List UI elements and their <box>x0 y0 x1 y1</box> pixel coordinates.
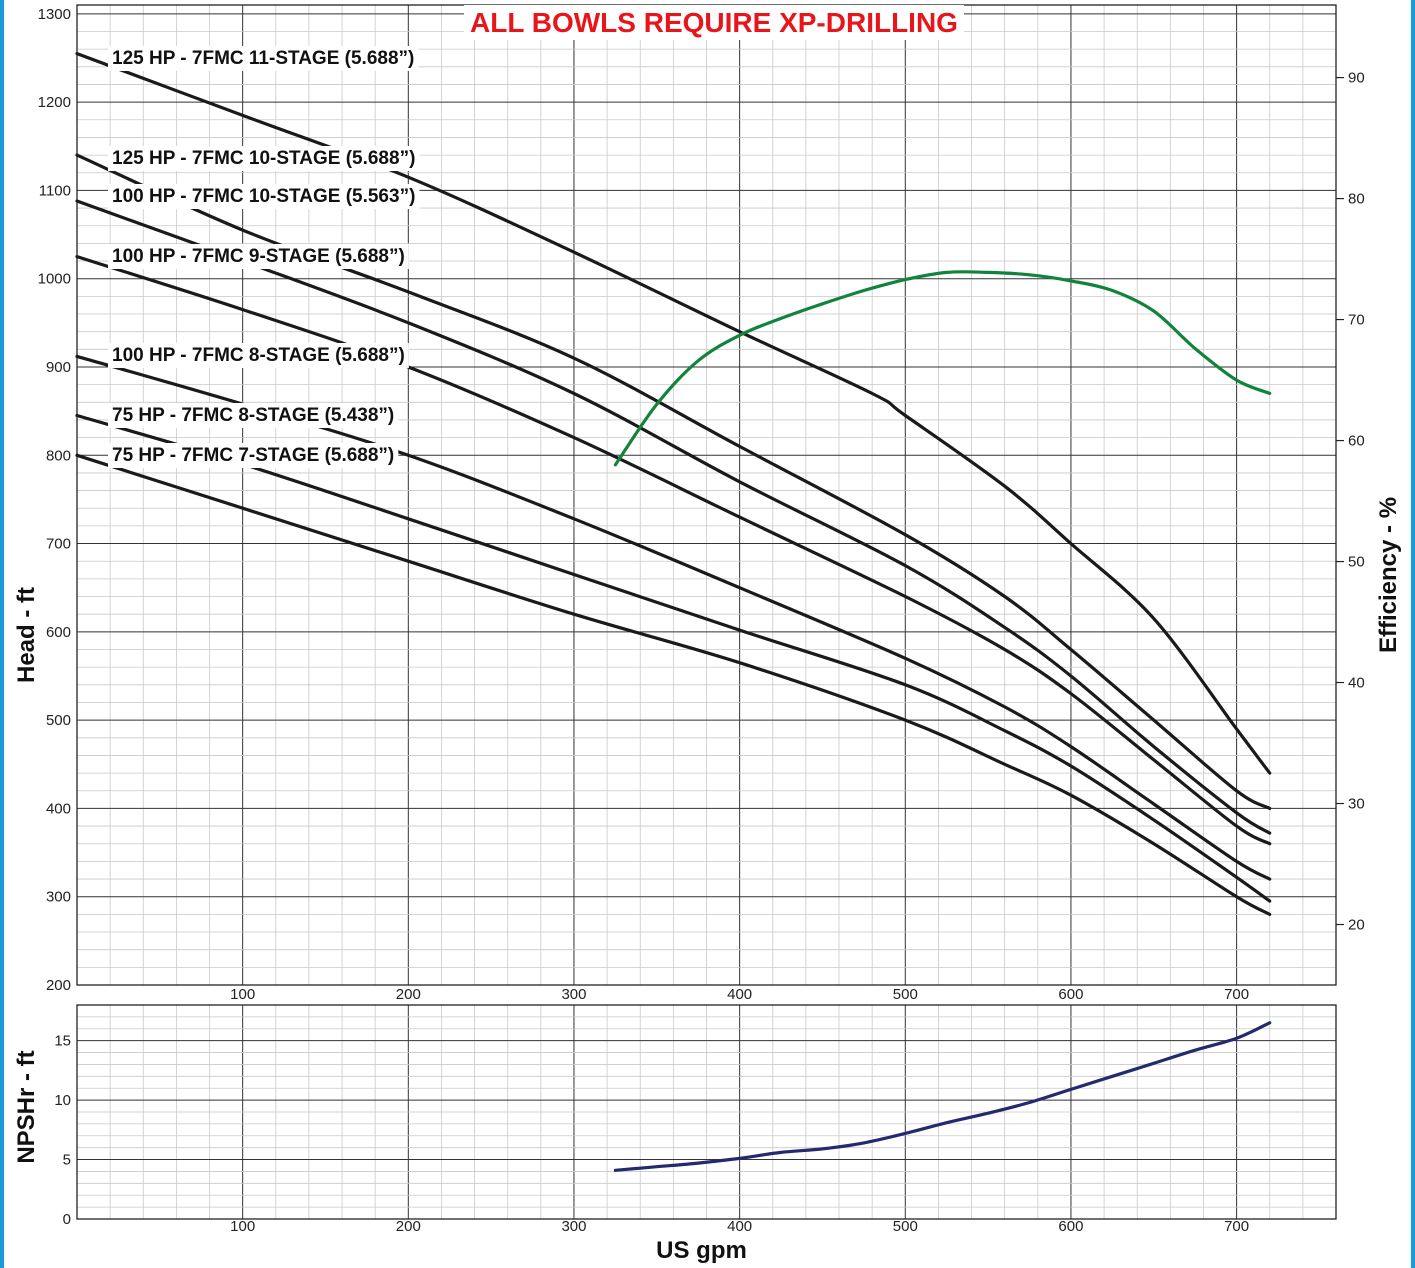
y2-tick-label: 80 <box>1348 191 1365 208</box>
y-tick-label: 500 <box>46 712 71 729</box>
curve-label-background <box>108 244 409 269</box>
y-tick-label: 1300 <box>38 6 71 23</box>
curve-label: 75 HP - 7FMC 7-STAGE (5.688”) <box>108 443 399 468</box>
head-curve-5 <box>75 413 1272 903</box>
head-curve-2 <box>75 199 1272 835</box>
y-tick-label: 300 <box>46 889 71 906</box>
y-axis-title: Head - ft <box>13 587 40 683</box>
x-tick-label: 200 <box>396 1218 421 1235</box>
x-tick-label: 700 <box>1224 1218 1249 1235</box>
head-curve-3 <box>75 255 1272 846</box>
x-tick-label: 300 <box>561 1218 586 1235</box>
x-tick-label: 600 <box>1058 986 1083 1003</box>
head-curve-6 <box>75 453 1272 916</box>
curve-labels: 125 HP - 7FMC 11-STAGE (5.688”) 125 HP - … <box>108 46 420 468</box>
x-tick-label: 100 <box>230 986 255 1003</box>
y-tick-label: 700 <box>46 536 71 553</box>
npsh-tick-label: 15 <box>54 1033 71 1050</box>
x-axis-title: US gpm <box>656 1237 747 1264</box>
npsh-tick-label: 10 <box>54 1092 71 1109</box>
curve-label-background <box>108 403 399 428</box>
y-tick-label: 600 <box>46 624 71 641</box>
y2-tick-label: 30 <box>1348 796 1365 813</box>
curve-label-text: 100 HP - 7FMC 9-STAGE (5.688”) <box>112 246 405 267</box>
x-tick-label: 700 <box>1224 986 1249 1003</box>
chart-title: ALL BOWLS REQUIRE XP-DRILLING <box>470 7 958 38</box>
banner-background <box>464 5 964 40</box>
y-tick-label: 1100 <box>39 182 71 199</box>
curve-label-text: 125 HP - 7FMC 11-STAGE (5.688”) <box>112 48 414 69</box>
y2-tick-label: 70 <box>1348 312 1365 329</box>
y-tick-label: 400 <box>46 800 71 817</box>
npsh-curves <box>613 1021 1272 1172</box>
pump-curve-chart: 125 HP - 7FMC 11-STAGE (5.688”) 125 HP - … <box>13 4 1402 1264</box>
y-tick-label: 900 <box>46 359 71 376</box>
curve-label: 100 HP - 7FMC 10-STAGE (5.563”) <box>108 184 420 209</box>
curve-label-background <box>108 146 420 171</box>
y2-tick-label: 50 <box>1348 554 1365 571</box>
y2-axis-title: Efficiency - % <box>1375 497 1402 653</box>
x-tick-label: 200 <box>396 986 421 1003</box>
curve-label-text: 125 HP - 7FMC 10-STAGE (5.688”) <box>112 148 415 169</box>
npsh-grid <box>76 1004 1337 1220</box>
x-tick-label: 400 <box>727 986 752 1003</box>
y-tick-label: 800 <box>46 447 71 464</box>
curve-label-text: 100 HP - 7FMC 8-STAGE (5.688”) <box>112 345 405 366</box>
plot-border <box>76 1004 1337 1220</box>
banner: ALL BOWLS REQUIRE XP-DRILLING <box>464 5 964 40</box>
curve-label-text: 75 HP - 7FMC 7-STAGE (5.688”) <box>112 445 394 466</box>
x-tick-label: 300 <box>561 986 586 1003</box>
curve-label-background <box>108 343 409 368</box>
curve-label: 75 HP - 7FMC 8-STAGE (5.438”) <box>108 403 399 428</box>
curve-label: 100 HP - 7FMC 8-STAGE (5.688”) <box>108 343 409 368</box>
x-tick-label: 100 <box>230 1218 255 1235</box>
curve-label-background <box>108 46 419 71</box>
npsh-axis-title: NPSHr - ft <box>13 1050 40 1163</box>
curve-label: 125 HP - 7FMC 10-STAGE (5.688”) <box>108 146 420 171</box>
curve-label: 125 HP - 7FMC 11-STAGE (5.688”) <box>108 46 419 71</box>
x-tick-label: 500 <box>893 1218 918 1235</box>
curve-label-background <box>108 443 399 468</box>
y2-tick-label: 20 <box>1348 917 1365 934</box>
curve-label-text: 100 HP - 7FMC 10-STAGE (5.563”) <box>112 186 415 207</box>
y-tick-label: 200 <box>46 977 71 994</box>
y2-tick-label: 60 <box>1348 433 1365 450</box>
efficiency-curve <box>613 270 1272 467</box>
curve-label: 100 HP - 7FMC 9-STAGE (5.688”) <box>108 244 409 269</box>
curve-label-background <box>108 184 420 209</box>
y-tick-label: 1200 <box>38 94 71 111</box>
x-tick-label: 600 <box>1058 1218 1083 1235</box>
y2-tick-label: 90 <box>1348 70 1365 87</box>
x-tick-label: 500 <box>893 986 918 1003</box>
y2-tick-label: 40 <box>1348 675 1365 692</box>
tick-labels: 2003004005006007008009001000110012001300… <box>38 6 1365 1235</box>
curve-label-text: 75 HP - 7FMC 8-STAGE (5.438”) <box>112 405 394 426</box>
y-tick-label: 1000 <box>38 271 71 288</box>
npshr-curve <box>613 1021 1272 1172</box>
npsh-tick-label: 5 <box>63 1152 71 1169</box>
npsh-tick-label: 0 <box>63 1211 71 1228</box>
x-tick-label: 400 <box>727 1218 752 1235</box>
